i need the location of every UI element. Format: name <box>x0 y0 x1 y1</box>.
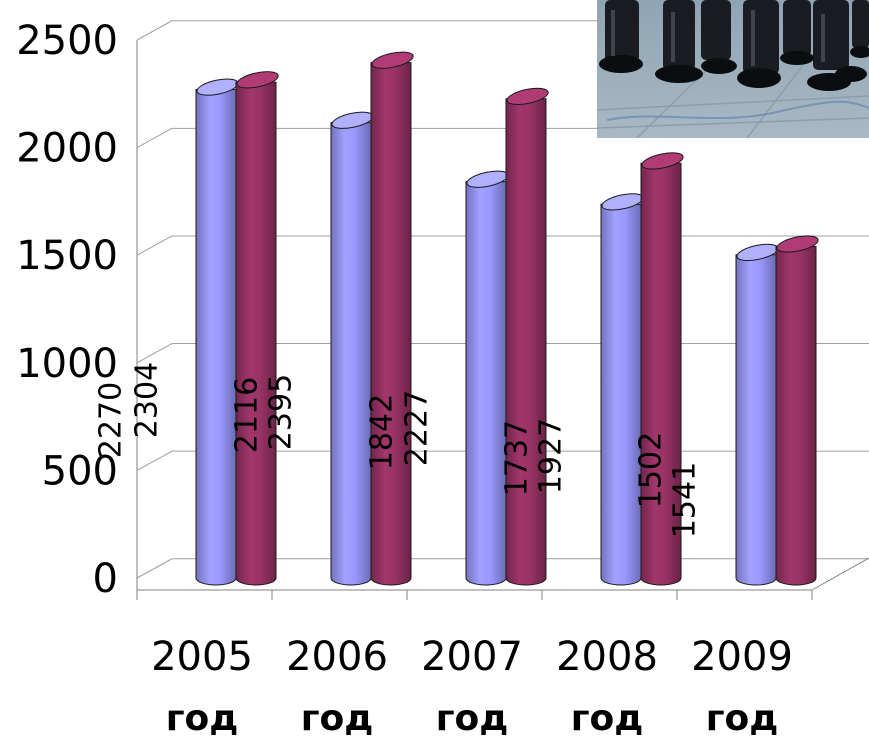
bar-cap <box>236 71 279 89</box>
data-label: 2227 <box>400 390 435 466</box>
gridline-side <box>136 558 173 579</box>
data-label: 2304 <box>130 362 165 438</box>
bar-body <box>465 181 507 586</box>
x-tick-label-unit: год <box>706 698 779 739</box>
x-tick-label-year: 2007 <box>421 634 523 680</box>
bar <box>735 243 779 586</box>
bar-cap <box>641 152 684 170</box>
bar-cap <box>506 87 549 105</box>
y-tick-label: 2500 <box>16 18 118 64</box>
floor-edge <box>811 557 869 591</box>
x-tick-label-year: 2009 <box>691 634 793 680</box>
x-tick-label-unit: год <box>436 698 509 739</box>
bar <box>775 235 819 586</box>
gridline-side <box>136 127 173 149</box>
data-label: 1541 <box>668 462 703 538</box>
gridline-side <box>136 235 173 256</box>
bar-body <box>640 162 682 586</box>
bar-body <box>505 98 547 586</box>
x-tick-label-unit: год <box>571 698 644 739</box>
data-label: 2395 <box>264 374 299 450</box>
bar-cap <box>776 235 819 253</box>
data-label: 1842 <box>365 394 400 470</box>
bar-body <box>600 203 642 586</box>
bar <box>195 78 239 586</box>
data-label: 1502 <box>634 432 669 508</box>
y-tick-label: 0 <box>93 556 118 602</box>
bar <box>370 51 414 586</box>
data-label: 1927 <box>534 418 569 494</box>
gridline-side <box>136 450 173 471</box>
bar <box>330 111 374 586</box>
x-tick-label-year: 2005 <box>151 634 253 680</box>
x-tick-label-unit: год <box>301 698 374 739</box>
x-tick-label-year: 2008 <box>556 634 658 680</box>
bar-cap <box>371 51 414 69</box>
bar-body <box>330 122 372 586</box>
photo-boots-image <box>597 0 869 138</box>
data-label: 2270 <box>94 382 129 458</box>
bar-body <box>370 62 412 586</box>
bar <box>600 193 644 586</box>
data-label: 1737 <box>500 420 535 496</box>
y-tick-label: 2000 <box>16 126 118 172</box>
bar-body <box>195 88 237 586</box>
bar <box>465 170 509 586</box>
data-label: 2116 <box>230 377 265 453</box>
gridline-side <box>136 20 173 41</box>
bar-body <box>735 254 777 586</box>
y-tick-label: 1000 <box>16 341 118 387</box>
bar <box>640 152 684 586</box>
bar <box>235 71 279 586</box>
bar-body <box>775 245 817 586</box>
bar <box>505 87 549 586</box>
x-tick-label-year: 2006 <box>286 634 388 680</box>
y-tick-label: 500 <box>42 448 118 494</box>
x-tick-label-unit: год <box>166 698 239 739</box>
y-tick-label: 1500 <box>16 233 118 279</box>
gridline-side <box>136 343 173 364</box>
bar-body <box>235 81 277 586</box>
